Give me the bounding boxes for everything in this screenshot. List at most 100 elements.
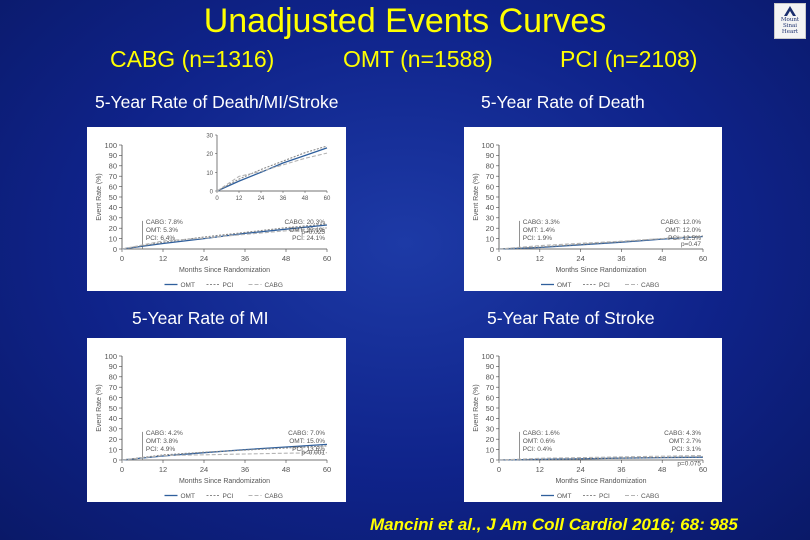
y-tick-label: 20 [109, 224, 117, 233]
p-value-label: p=0.075 [677, 461, 701, 468]
inset-x-tick-label: 12 [236, 196, 243, 202]
y-tick-label: 80 [486, 373, 494, 382]
series-line-pci [121, 445, 328, 461]
panel-title-death-mi-stroke: 5-Year Rate of Death/MI/Stroke [95, 92, 339, 112]
x-tick-label: 48 [658, 465, 666, 474]
inset-x-tick-label: 48 [302, 196, 309, 202]
x-tick-label: 48 [658, 254, 666, 263]
x-tick-label: 24 [576, 254, 584, 263]
x-tick-label: 0 [497, 254, 501, 263]
y-tick-label: 90 [486, 362, 494, 371]
y-tick-label: 90 [109, 362, 117, 371]
y-tick-label: 20 [486, 435, 494, 444]
right-annotation-label: PCI: 12.5% [668, 235, 701, 242]
legend-label: OMT [557, 493, 571, 500]
y-tick-label: 70 [486, 172, 494, 181]
inset-x-tick-label: 24 [258, 196, 265, 202]
y-tick-label: 10 [486, 234, 494, 243]
x-tick-label: 36 [241, 465, 249, 474]
x-tick-label: 12 [159, 465, 167, 474]
legend-label: CABG [265, 282, 283, 289]
left-annotation-label: PCI: 6.4% [146, 235, 175, 242]
right-annotation-label: CABG: 12.0% [661, 219, 702, 226]
left-annotation-label: PCI: 1.9% [523, 235, 552, 242]
y-tick-label: 0 [113, 245, 117, 254]
cabg-group-label: CABG (n=1316) [110, 46, 275, 72]
x-tick-label: 48 [282, 254, 290, 263]
left-annotation-label: CABG: 3.3% [523, 219, 560, 226]
y-tick-label: 70 [109, 172, 117, 181]
right-annotation-label: OMT: 12.0% [665, 227, 701, 234]
y-tick-label: 40 [486, 203, 494, 212]
panel-title-stroke: 5-Year Rate of Stroke [487, 308, 655, 328]
inset-series-line-cabg [216, 152, 328, 192]
x-tick-label: 0 [120, 254, 124, 263]
y-axis-label: Event Rate (%) [96, 384, 103, 431]
y-tick-label: 0 [490, 456, 494, 465]
series-line-cabg [498, 235, 704, 250]
y-tick-label: 50 [109, 193, 117, 202]
inset-y-tick-label: 30 [206, 134, 213, 140]
inset-x-tick-label: 36 [280, 196, 287, 202]
y-tick-label: 80 [486, 162, 494, 171]
series-line-cabg [121, 452, 328, 461]
series-line-pci [498, 235, 704, 250]
p-value-label: p=0.025 [301, 229, 325, 236]
left-annotation-label: CABG: 4.2% [146, 430, 183, 437]
x-tick-label: 24 [576, 465, 584, 474]
y-tick-label: 0 [490, 245, 494, 254]
mount-sinai-heart-logo: Mount Sinai Heart [774, 3, 806, 39]
x-tick-label: 24 [200, 254, 208, 263]
right-annotation-label: CABG: 4.3% [664, 430, 701, 437]
inset-x-tick-label: 60 [324, 196, 331, 202]
y-axis-label: Event Rate (%) [96, 173, 103, 220]
y-tick-label: 70 [109, 383, 117, 392]
legend-label: CABG [641, 282, 659, 289]
left-annotation-label: OMT: 1.4% [523, 227, 555, 234]
right-annotation-label: OMT: 23.1% [289, 227, 325, 234]
pci-group-label: PCI (n=2108) [560, 46, 698, 72]
x-tick-label: 60 [699, 254, 707, 263]
y-tick-label: 0 [113, 456, 117, 465]
y-tick-label: 90 [109, 151, 117, 160]
slide-title: Unadjusted Events Curves [203, 2, 607, 40]
left-annotation-label: OMT: 0.6% [523, 438, 555, 445]
legend-label: CABG [641, 493, 659, 500]
x-tick-label: 60 [699, 465, 707, 474]
legend-label: OMT [181, 282, 195, 289]
legend-label: PCI [599, 282, 610, 289]
inset-y-tick-label: 0 [210, 190, 214, 196]
x-tick-label: 60 [323, 254, 331, 263]
chart-panel-stroke: 0 10 20 30 40 50 60 70 80 90 100 0 12 24 36 48 60 Months … [464, 338, 722, 502]
x-tick-label: 12 [536, 465, 544, 474]
y-tick-label: 40 [109, 203, 117, 212]
legend-label: PCI [223, 282, 234, 289]
series-line-pci [121, 223, 328, 250]
legend-label: OMT [557, 282, 571, 289]
y-axis-label: Event Rate (%) [473, 173, 480, 220]
x-tick-label: 12 [536, 254, 544, 263]
chart-panel-mi: 0 10 20 30 40 50 60 70 80 90 100 0 12 24 36 48 60 Months … [87, 338, 346, 502]
inset-background [203, 131, 331, 203]
y-tick-label: 10 [109, 234, 117, 243]
x-axis-label: Months Since Randomization [555, 478, 646, 485]
panel-title-mi: 5-Year Rate of MI [132, 308, 269, 328]
x-tick-label: 36 [617, 465, 625, 474]
y-tick-label: 100 [481, 141, 494, 150]
y-tick-label: 60 [486, 393, 494, 402]
y-tick-label: 90 [486, 151, 494, 160]
logo-mark-icon [784, 6, 796, 16]
p-value-label: p<0.001 [301, 449, 325, 456]
inset-y-tick-label: 20 [206, 152, 213, 158]
x-tick-label: 24 [200, 465, 208, 474]
x-tick-label: 36 [241, 254, 249, 263]
y-tick-label: 20 [109, 435, 117, 444]
inset-x-tick-label: 0 [215, 196, 219, 202]
x-tick-label: 0 [120, 465, 124, 474]
x-tick-label: 12 [159, 254, 167, 263]
y-tick-label: 30 [109, 214, 117, 223]
right-annotation-label: PCI: 24.1% [292, 235, 325, 242]
y-tick-label: 100 [104, 141, 117, 150]
